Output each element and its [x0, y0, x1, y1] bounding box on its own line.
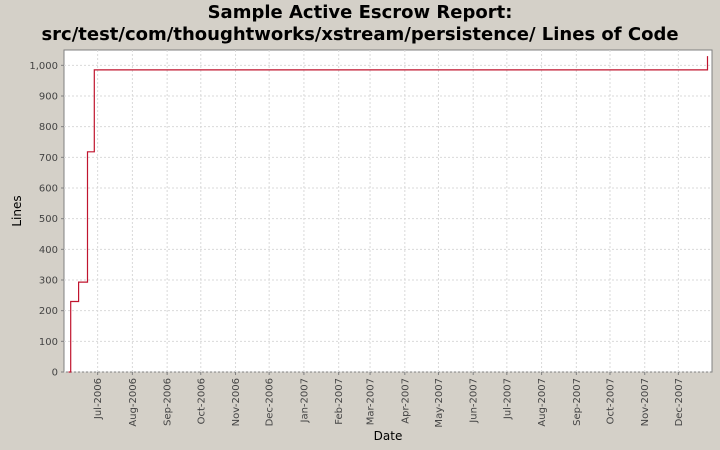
chart-title-line-2: src/test/com/thoughtworks/xstream/persis… — [41, 24, 679, 45]
x-tick-label: Oct-2007 — [605, 378, 616, 424]
x-tick-label: Aug-2006 — [128, 378, 139, 427]
x-tick-label: Sep-2006 — [163, 378, 174, 426]
x-tick-label: Jun-2007 — [469, 378, 480, 424]
y-tick-label: 500 — [39, 214, 58, 225]
x-tick-label: Dec-2007 — [674, 378, 685, 426]
y-tick-label: 800 — [39, 122, 58, 133]
y-tick-label: 900 — [39, 92, 58, 103]
y-tick-label: 1,000 — [29, 61, 58, 72]
series-line — [68, 56, 709, 373]
x-tick-label: Sep-2007 — [572, 378, 583, 426]
y-tick-label: 700 — [39, 153, 58, 164]
x-tick-label: Dec-2006 — [265, 378, 276, 426]
plot-area — [63, 49, 713, 373]
x-tick-label: Mar-2007 — [366, 378, 377, 425]
x-tick-label: Nov-2006 — [231, 378, 242, 426]
y-tick-label: 300 — [39, 276, 58, 287]
x-tick-label: Jan-2007 — [299, 378, 310, 423]
y-tick-label: 0 — [52, 368, 58, 379]
y-tick-label: 400 — [39, 245, 58, 256]
series-layer — [68, 56, 709, 373]
x-tick-label: Feb-2007 — [334, 378, 345, 425]
x-tick-label: Jul-2007 — [502, 378, 513, 420]
x-tick-label: Jul-2006 — [93, 378, 104, 420]
x-axis-label: Date — [374, 429, 403, 443]
x-tick-label: May-2007 — [434, 378, 445, 428]
y-tick-label: 600 — [39, 184, 58, 195]
x-tick-label: Nov-2007 — [640, 378, 651, 426]
x-tick-label: Apr-2007 — [400, 378, 411, 424]
grid-layer — [64, 50, 712, 373]
chart-title: Sample Active Escrow Report: src/test/co… — [0, 2, 720, 46]
x-tick-label: Oct-2006 — [196, 378, 207, 424]
y-tick-label: 100 — [39, 337, 58, 348]
chart-title-line-1: Sample Active Escrow Report: — [207, 2, 513, 23]
x-tick-label: Aug-2007 — [537, 378, 548, 427]
y-tick-label: 200 — [39, 306, 58, 317]
axis-layer: 0 100 200 300 400 500 600 700 800 900 1,000 Jul-200… — [29, 61, 685, 428]
y-axis-label: Lines — [10, 195, 24, 226]
